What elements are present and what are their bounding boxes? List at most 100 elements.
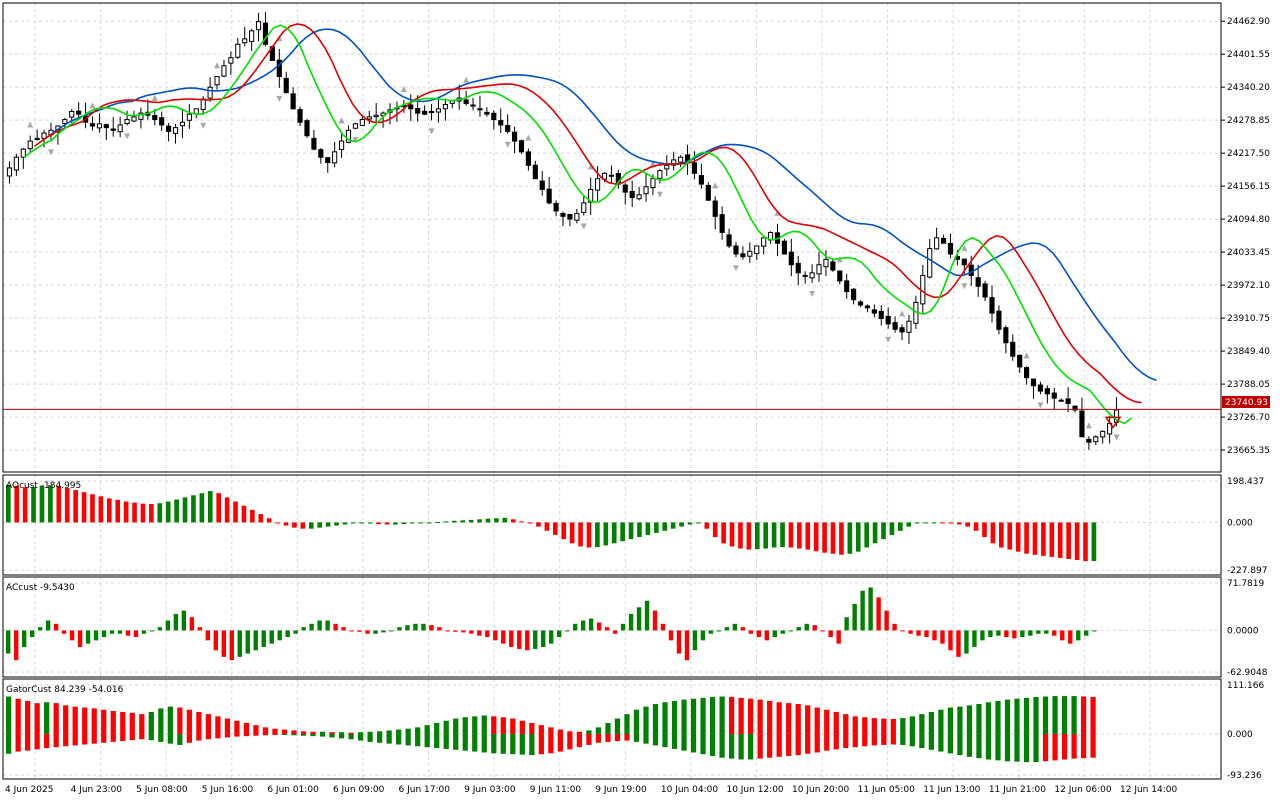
- candle-body: [975, 277, 981, 287]
- ac-bar: [876, 597, 881, 631]
- candle-body: [186, 113, 192, 121]
- ao-bar: [334, 522, 339, 526]
- ao-bar: [384, 522, 390, 525]
- ao-bar: [317, 522, 322, 528]
- ac-bar: [213, 630, 219, 651]
- gator-lower-bar: [652, 733, 659, 746]
- candle: [470, 97, 476, 111]
- candle: [1065, 387, 1071, 413]
- ao-bar: [157, 503, 163, 523]
- ao-bar: [553, 522, 558, 535]
- candle: [587, 163, 594, 215]
- ac-bar: [333, 623, 338, 631]
- ac-bar: [748, 630, 754, 634]
- candle: [629, 180, 635, 208]
- gator-lower-bar: [243, 733, 250, 737]
- candle: [747, 242, 753, 263]
- candle: [304, 118, 310, 138]
- candle: [719, 206, 725, 240]
- candle-body: [110, 128, 116, 131]
- gator-lower-bar: [643, 733, 649, 744]
- candle: [664, 155, 670, 176]
- candle-body: [857, 301, 864, 306]
- candle-body: [415, 108, 421, 114]
- ao-bar: [855, 522, 861, 552]
- candle-body: [172, 127, 179, 134]
- gator-lower-bar: [338, 733, 345, 739]
- gator-upper-bar: [862, 717, 868, 734]
- ac-bar: [668, 630, 674, 641]
- ao-bar: [502, 517, 508, 523]
- candle: [1085, 422, 1092, 450]
- ac-bar: [1004, 630, 1009, 638]
- ao-bar: [367, 522, 373, 524]
- gator-upper-bar: [300, 731, 307, 734]
- gator-lower-bar: [976, 733, 982, 759]
- gator-lower-bar: [957, 733, 963, 756]
- ac-bar: [980, 630, 985, 641]
- ac-bar: [13, 630, 19, 661]
- ao-bar: [687, 522, 693, 525]
- ao-indicator-panel[interactable]: [6, 484, 1097, 562]
- gator-lower-bar: [576, 733, 583, 748]
- candle-body: [837, 270, 843, 282]
- ao-bar: [216, 493, 222, 523]
- gator-upper-bar: [529, 722, 535, 734]
- candle: [504, 114, 511, 148]
- candle: [359, 115, 365, 127]
- price-axis-label: 23665.35: [1227, 446, 1270, 456]
- candle: [283, 71, 289, 94]
- ac-bar: [237, 630, 242, 657]
- candle: [864, 304, 871, 313]
- gator-upper-bar: [1090, 696, 1096, 734]
- fractal-up-icon: [961, 244, 968, 251]
- gator-lower-bar: [262, 733, 269, 736]
- ac-indicator-panel[interactable]: [6, 587, 1097, 661]
- ac-bar: [477, 630, 482, 636]
- ao-bar: [376, 522, 381, 525]
- gator-upper-bar: [1071, 696, 1077, 734]
- ao-bar: [679, 522, 684, 527]
- gator-lower-bar: [757, 733, 763, 759]
- indicator-axis-label: 0.000: [1227, 518, 1253, 528]
- time-axis-label: 9 Jun 03:00: [464, 785, 516, 795]
- candle-body: [629, 191, 635, 199]
- gator-lower-bar: [947, 733, 954, 754]
- gator-lower-bar: [1042, 733, 1049, 762]
- candle-body: [636, 194, 642, 200]
- ao-bar: [712, 522, 718, 538]
- candle: [989, 285, 995, 323]
- ac-bar: [141, 630, 147, 634]
- candle-body: [719, 214, 725, 233]
- candle: [325, 157, 331, 173]
- candle-body: [927, 248, 933, 278]
- gator-upper-bar: [262, 727, 269, 734]
- gator-lower-bar: [415, 733, 421, 747]
- time-axis-label: 10 Jun 12:00: [726, 785, 783, 795]
- ac-bar: [676, 630, 682, 654]
- ao-bar: [98, 496, 104, 523]
- gator-upper-bar: [63, 705, 69, 734]
- candle: [851, 288, 857, 305]
- ac-bar: [293, 630, 298, 634]
- gator-lower-bar: [795, 733, 801, 756]
- candle: [857, 300, 864, 308]
- gator-lower-bar: [843, 733, 849, 749]
- ac-bar: [652, 610, 658, 631]
- gator-upper-bar: [415, 727, 421, 734]
- ac-bar: [77, 630, 83, 647]
- candle-body: [588, 188, 594, 203]
- gator-lower-bar: [786, 733, 792, 756]
- gator-lower-bar: [72, 733, 78, 746]
- candle: [553, 200, 559, 217]
- gator-indicator-panel[interactable]: [6, 696, 1096, 763]
- ac-bar: [189, 617, 195, 631]
- main-price-panel[interactable]: [3, 11, 1221, 450]
- gator-lower-bar: [91, 733, 97, 744]
- candle-body: [442, 103, 448, 110]
- gator-upper-bar: [310, 731, 316, 734]
- fractal-down-icon: [809, 290, 816, 297]
- candle: [151, 94, 158, 126]
